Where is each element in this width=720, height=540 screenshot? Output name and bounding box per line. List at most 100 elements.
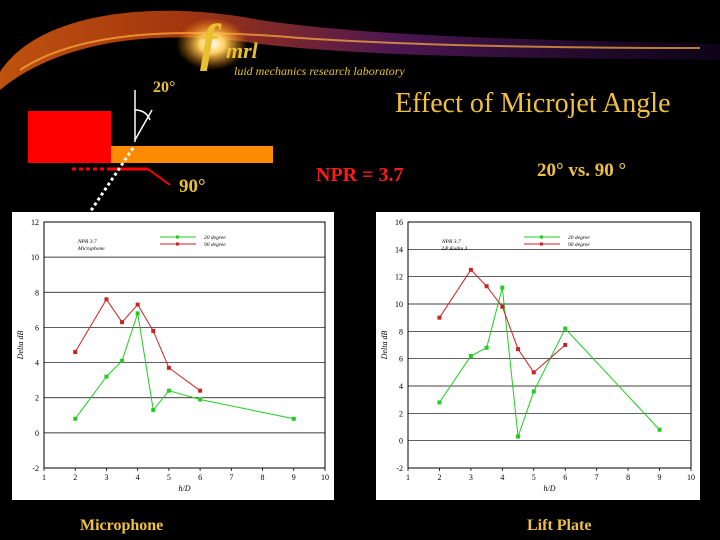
nozzle-block xyxy=(28,111,111,163)
data-point xyxy=(531,389,536,394)
legend-marker xyxy=(176,242,179,246)
y-tick-label: 12 xyxy=(31,218,39,227)
y-tick-label: 6 xyxy=(35,323,39,332)
x-tick-label: 3 xyxy=(469,473,473,482)
y-tick-label: 2 xyxy=(35,394,39,403)
data-point xyxy=(437,400,442,405)
x-tick-label: 1 xyxy=(42,473,46,482)
data-point xyxy=(151,328,156,333)
x-tick-label: 8 xyxy=(626,473,630,482)
header-swoosh xyxy=(0,10,720,90)
caption-lift-plate: Lift Plate xyxy=(527,517,592,534)
y-tick-label: 10 xyxy=(395,300,403,309)
angle-20-label: 20° xyxy=(153,79,176,96)
data-point xyxy=(516,347,521,352)
data-point xyxy=(484,345,489,350)
logo-f-letter: f xyxy=(200,15,218,72)
x-tick-label: 10 xyxy=(321,473,329,482)
y-tick-label: 16 xyxy=(395,218,403,227)
chart-annotation: NPR 3.7 xyxy=(441,239,461,245)
x-tick-label: 6 xyxy=(563,473,567,482)
angle-comparison-label: 20° vs. 90 ° xyxy=(537,160,627,181)
series-line-20 xyxy=(74,313,294,420)
x-tick-label: 4 xyxy=(500,473,504,482)
series-line-90 xyxy=(439,269,566,374)
y-tick-label: 8 xyxy=(399,327,403,336)
x-tick-label: 9 xyxy=(658,473,662,482)
y-tick-label: 12 xyxy=(395,273,403,282)
data-point xyxy=(468,353,473,358)
data-point xyxy=(151,408,156,413)
chart-annotation: LP Kulite 3 xyxy=(441,246,468,252)
x-tick-label: 10 xyxy=(687,473,695,482)
chart-panel-lift-plate: -2 0 2 4 6 8 10 12 14 16 1 2 3 4 5 6 7 8 9 10 h/D Delta dB NPR… xyxy=(376,212,700,500)
x-tick-label: 2 xyxy=(73,473,77,482)
y-axis-label: Delta dB xyxy=(16,331,25,361)
data-point xyxy=(500,285,505,290)
legend-marker xyxy=(540,235,543,239)
plot-border xyxy=(43,221,326,469)
jet-schematic xyxy=(28,90,273,219)
y-tick-label: 4 xyxy=(35,359,39,368)
x-tick-label: 7 xyxy=(229,473,233,482)
y-tick-label: 8 xyxy=(35,288,39,297)
y-tick-label: 14 xyxy=(395,245,403,254)
y-axis-label: Delta dB xyxy=(380,331,389,361)
data-point xyxy=(657,427,662,432)
data-point xyxy=(531,370,536,375)
data-point xyxy=(468,267,473,272)
legend-label: 20 degree xyxy=(204,235,226,241)
data-point xyxy=(166,365,171,370)
data-point xyxy=(437,315,442,320)
jet-axis-dotted-line xyxy=(84,147,135,219)
plot-border xyxy=(407,221,692,469)
x-tick-label: 2 xyxy=(437,473,441,482)
x-tick-label: 5 xyxy=(167,473,171,482)
x-tick-label: 1 xyxy=(406,473,410,482)
data-point xyxy=(120,320,125,325)
x-tick-label: 9 xyxy=(292,473,296,482)
data-point xyxy=(166,388,171,393)
legend-label: 20 degree xyxy=(568,235,590,241)
data-point xyxy=(198,397,203,402)
x-tick-label: 6 xyxy=(198,473,202,482)
series-line-20 xyxy=(439,287,660,437)
y-tick-label: -2 xyxy=(32,464,39,473)
logo-mrl-text: mrl xyxy=(226,38,258,63)
y-tick-label: 0 xyxy=(399,437,403,446)
x-tick-label: 4 xyxy=(136,473,140,482)
x-axis-label: h/D xyxy=(179,484,191,493)
data-point xyxy=(500,304,505,309)
data-point xyxy=(198,388,203,393)
legend-label: 90 degree xyxy=(568,242,590,248)
data-point xyxy=(104,374,109,379)
microjet-90-angled-line xyxy=(147,168,171,186)
data-point xyxy=(291,416,296,421)
data-point xyxy=(563,326,568,331)
caption-microphone: Microphone xyxy=(80,517,164,534)
logo-subtitle: luid mechanics research laboratory xyxy=(234,64,405,78)
data-point xyxy=(516,434,521,439)
data-point xyxy=(104,297,109,302)
legend-marker xyxy=(176,235,179,239)
y-tick-label: 2 xyxy=(399,409,403,418)
x-tick-label: 8 xyxy=(261,473,265,482)
npr-label: NPR = 3.7 xyxy=(316,164,404,186)
chart-panel-microphone: -2 0 2 4 6 8 10 12 1 2 3 4 5 6 7 8 9 10 h/D Delta dB NPR 3.7… xyxy=(12,212,334,500)
y-tick-label: 10 xyxy=(31,253,39,262)
data-point xyxy=(563,343,568,347)
y-tick-label: -2 xyxy=(396,464,403,473)
data-point xyxy=(120,358,125,363)
slide-title: Effect of Microjet Angle xyxy=(395,88,671,119)
data-point xyxy=(135,302,140,307)
legend-marker xyxy=(540,242,543,246)
microjet-20-line xyxy=(134,109,153,141)
x-axis-label: h/D xyxy=(544,484,556,493)
y-tick-label: 4 xyxy=(399,382,403,391)
chart-annotation: Microphone xyxy=(77,246,105,252)
legend-label: 90 degree xyxy=(204,242,226,248)
angle-arc xyxy=(134,109,151,121)
angle-90-label: 90° xyxy=(179,176,206,197)
lift-plate-bar xyxy=(111,146,273,163)
